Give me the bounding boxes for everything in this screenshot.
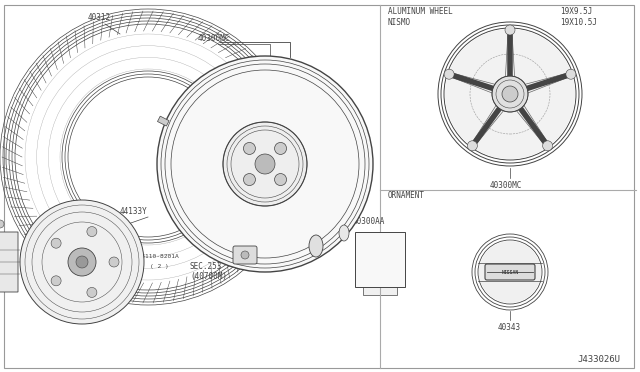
FancyBboxPatch shape — [233, 246, 257, 264]
Text: 40300AA: 40300AA — [353, 217, 385, 226]
Text: SEC.253: SEC.253 — [190, 262, 222, 271]
Text: 40300MC: 40300MC — [490, 181, 522, 190]
Circle shape — [243, 174, 255, 186]
Text: 40343: 40343 — [297, 225, 320, 234]
Text: 40343: 40343 — [498, 323, 521, 332]
Text: NISMO: NISMO — [388, 18, 411, 27]
Circle shape — [502, 86, 518, 102]
Circle shape — [445, 29, 575, 159]
Text: ORNAMENT: ORNAMENT — [388, 191, 425, 200]
Text: 44133Y: 44133Y — [120, 207, 148, 216]
Ellipse shape — [339, 225, 349, 241]
Text: 19X10.5J: 19X10.5J — [560, 18, 597, 27]
Circle shape — [76, 256, 88, 268]
Circle shape — [109, 257, 119, 267]
Text: 19X9.5J: 19X9.5J — [560, 7, 593, 16]
Text: NISSAN: NISSAN — [501, 269, 518, 275]
Text: 40224: 40224 — [280, 74, 303, 83]
Circle shape — [51, 276, 61, 286]
Circle shape — [566, 69, 576, 79]
Circle shape — [505, 25, 515, 35]
Circle shape — [157, 56, 373, 272]
Text: 40300MC: 40300MC — [198, 34, 230, 43]
Polygon shape — [0, 232, 18, 292]
Text: © 08110-8201A: © 08110-8201A — [130, 254, 179, 259]
Text: ALUMINUM WHEEL: ALUMINUM WHEEL — [388, 7, 452, 16]
Text: 40300A: 40300A — [215, 228, 243, 237]
Text: (40700M): (40700M) — [190, 272, 227, 281]
Circle shape — [467, 141, 477, 151]
Circle shape — [492, 76, 528, 112]
Bar — [363, 285, 397, 295]
Circle shape — [479, 241, 541, 303]
Circle shape — [70, 79, 226, 235]
Circle shape — [87, 288, 97, 298]
Text: ( 2 ): ( 2 ) — [150, 264, 169, 269]
Circle shape — [51, 238, 61, 248]
Circle shape — [275, 174, 287, 186]
Text: 40312: 40312 — [88, 13, 111, 22]
Circle shape — [223, 122, 307, 206]
Circle shape — [241, 251, 249, 259]
Circle shape — [87, 227, 97, 237]
Circle shape — [444, 69, 454, 79]
Ellipse shape — [309, 235, 323, 257]
Circle shape — [0, 220, 4, 228]
Circle shape — [68, 248, 96, 276]
Text: J433026U: J433026U — [577, 355, 620, 364]
Circle shape — [275, 142, 287, 154]
FancyBboxPatch shape — [485, 264, 535, 280]
Circle shape — [243, 142, 255, 154]
Circle shape — [255, 154, 275, 174]
Circle shape — [20, 200, 144, 324]
Circle shape — [543, 141, 552, 151]
Bar — [355, 232, 405, 287]
Bar — [157, 116, 169, 126]
